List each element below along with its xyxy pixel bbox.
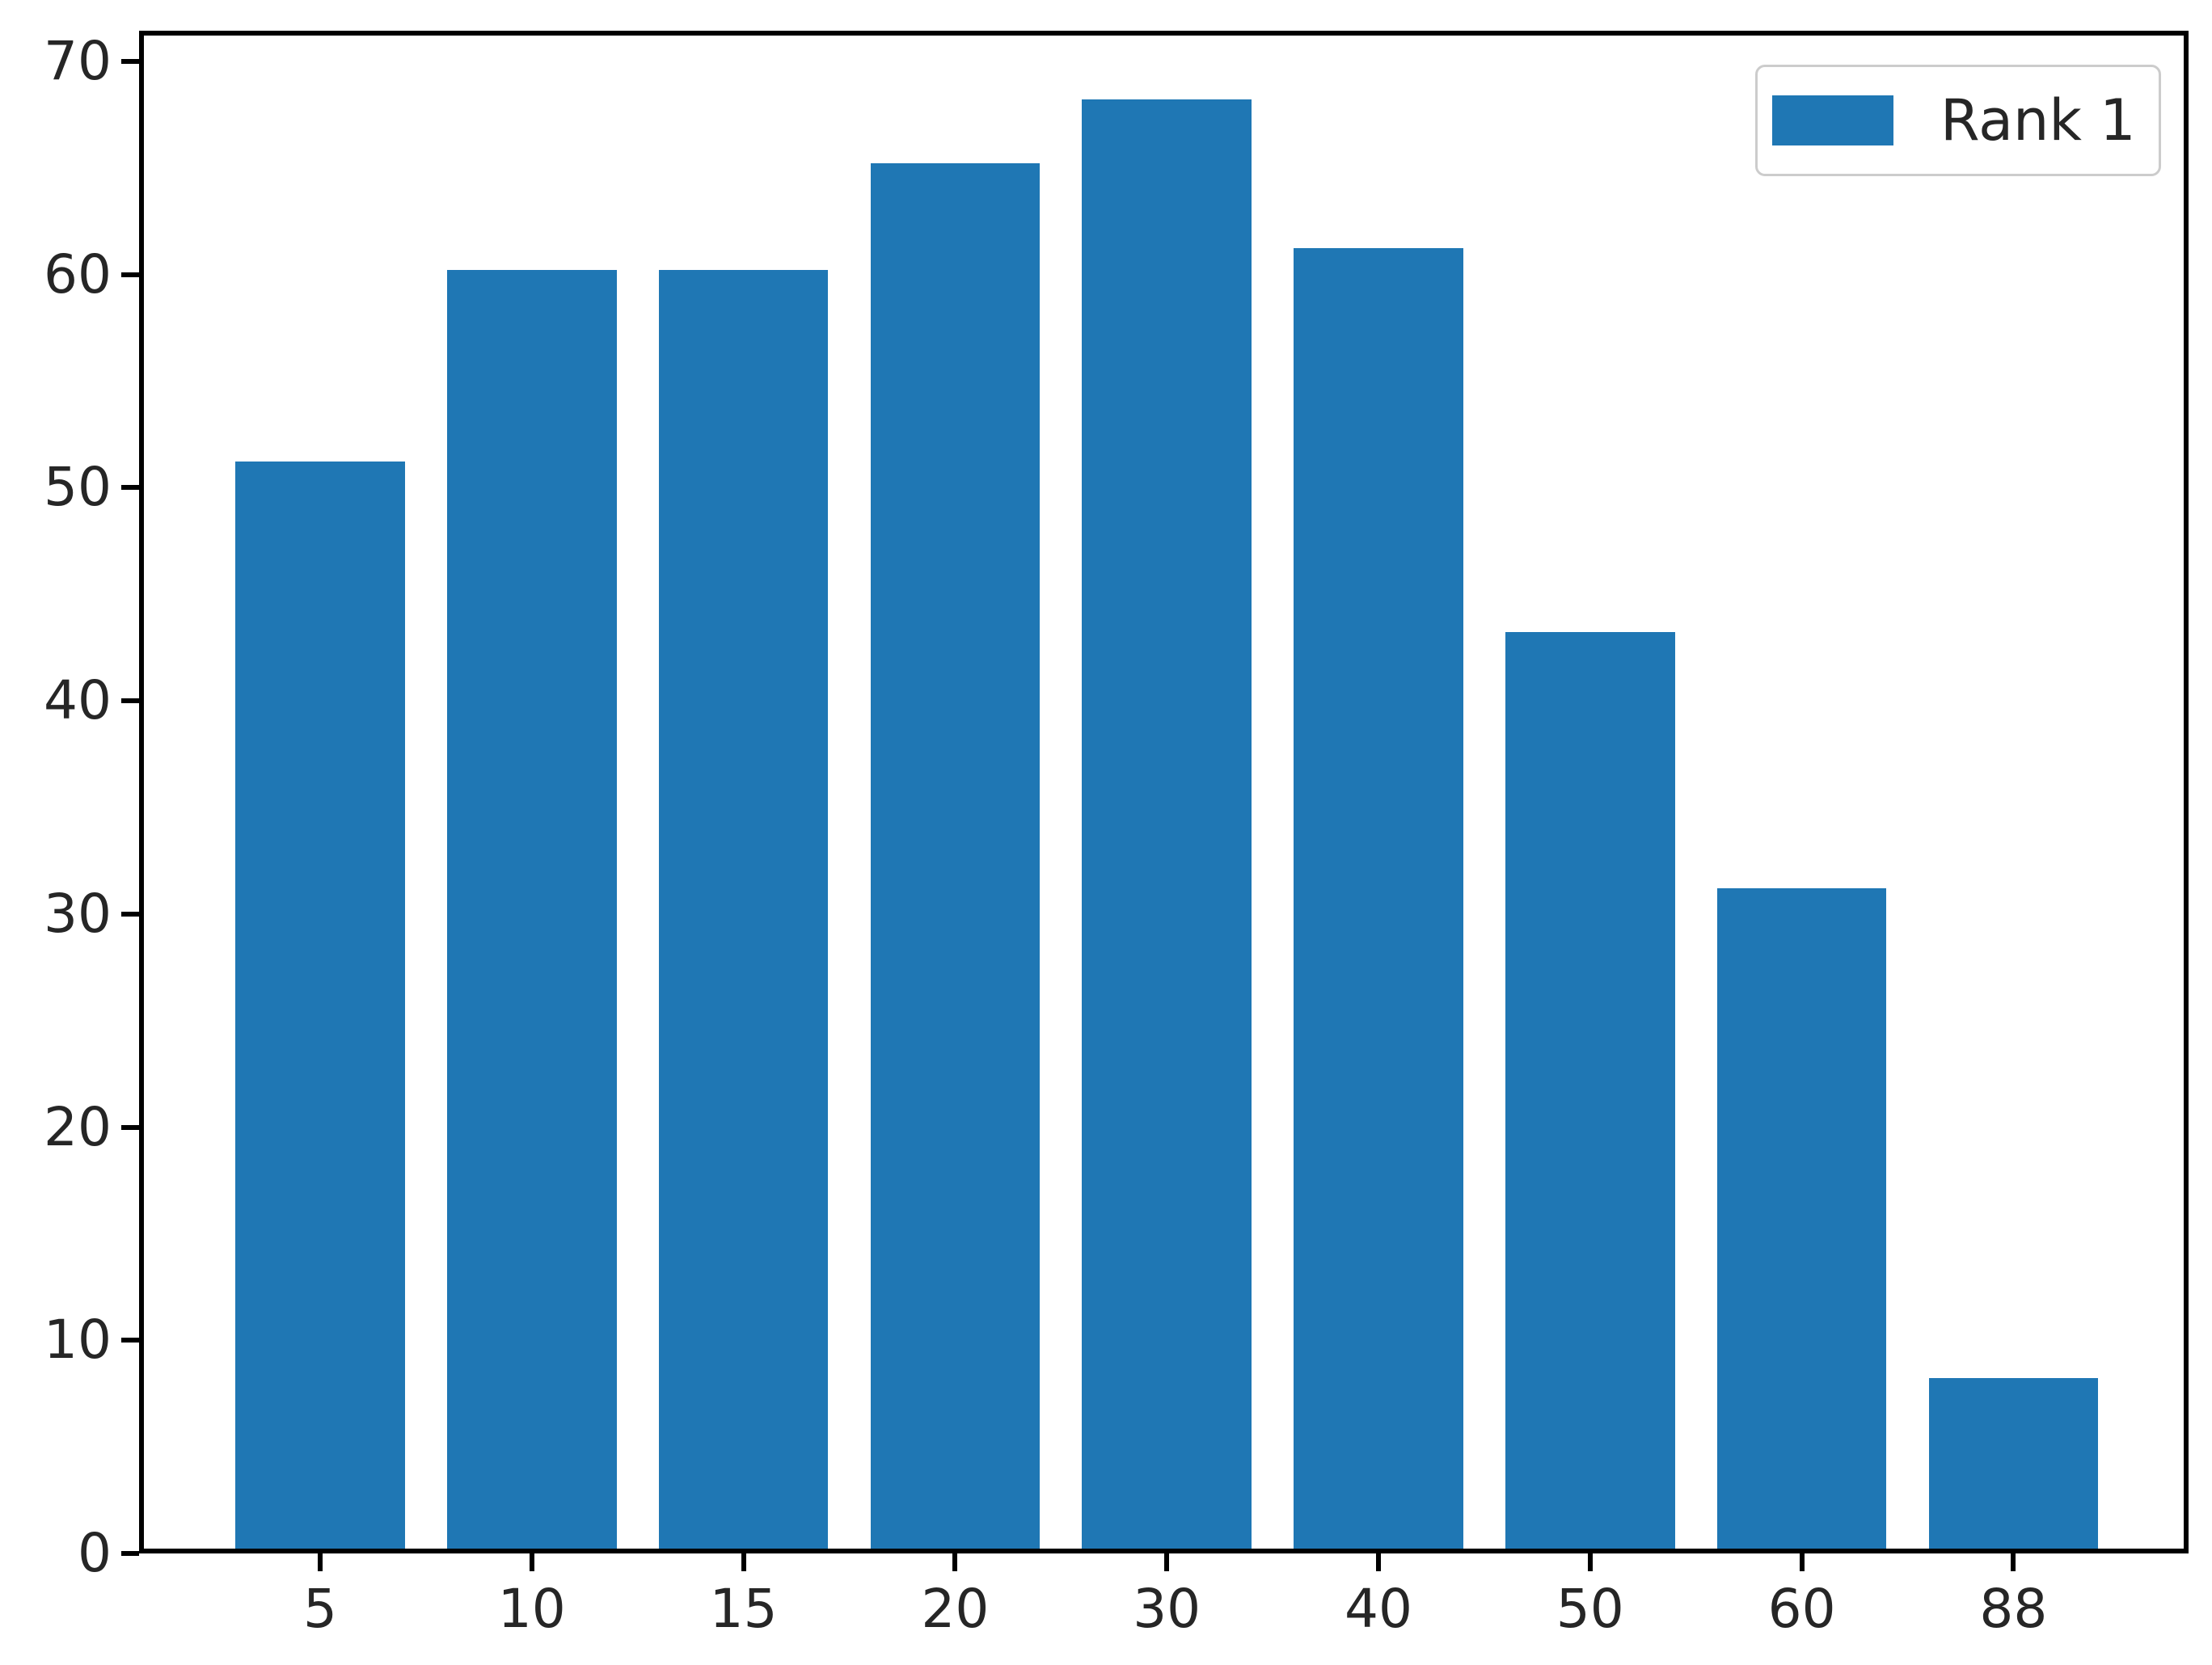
plot-area [139,31,2189,1553]
y-axis-tick-label: 20 [44,1095,112,1158]
x-axis-tick [2011,1553,2016,1571]
bar-50 [1505,632,1675,1549]
x-axis-tick [318,1553,323,1571]
y-axis-tick [121,1551,139,1556]
x-axis-tick-label: 30 [1133,1578,1201,1640]
bar-5 [235,462,405,1549]
y-axis-tick [121,485,139,491]
legend-color-swatch [1772,95,1893,145]
bar-15 [658,269,829,1549]
x-axis-tick [741,1553,746,1571]
bar-20 [870,162,1041,1549]
x-axis-tick [952,1553,958,1571]
x-axis-tick [1587,1553,1593,1571]
y-axis-tick [121,1338,139,1343]
x-axis-tick [1164,1553,1170,1571]
bar-40 [1294,248,1463,1549]
y-axis-tick [121,911,139,917]
y-axis-tick [121,1124,139,1130]
bar-30 [1082,99,1252,1549]
x-axis-tick [1799,1553,1805,1571]
x-axis-tick-label: 20 [921,1578,990,1640]
y-axis-tick [121,272,139,277]
y-axis-tick [121,59,139,64]
x-axis-tick-label: 40 [1345,1578,1412,1640]
x-axis-tick [529,1553,534,1571]
x-axis-tick-label: 88 [1979,1578,2048,1640]
x-axis-tick-label: 10 [497,1578,566,1640]
y-axis-tick-label: 50 [44,456,112,519]
x-axis-tick-label: 60 [1767,1578,1836,1640]
x-axis-tick-label: 15 [709,1578,778,1640]
x-axis-tick [1376,1553,1381,1571]
bar-60 [1716,887,1887,1549]
y-axis-tick-label: 0 [78,1522,112,1584]
y-axis-tick-label: 30 [44,882,112,945]
legend-label: Rank 1 [1940,87,2136,154]
y-axis-tick-label: 10 [44,1309,112,1372]
y-axis-tick-label: 70 [44,30,112,92]
y-axis-tick-label: 60 [44,242,112,306]
y-axis-tick-label: 40 [44,669,112,732]
y-axis-tick [121,698,139,704]
x-axis-tick-label: 5 [303,1578,337,1640]
bar-88 [1928,1378,2099,1549]
legend: Rank 1 [1755,65,2161,176]
x-axis-tick-label: 50 [1556,1578,1624,1640]
bar-10 [447,269,617,1549]
